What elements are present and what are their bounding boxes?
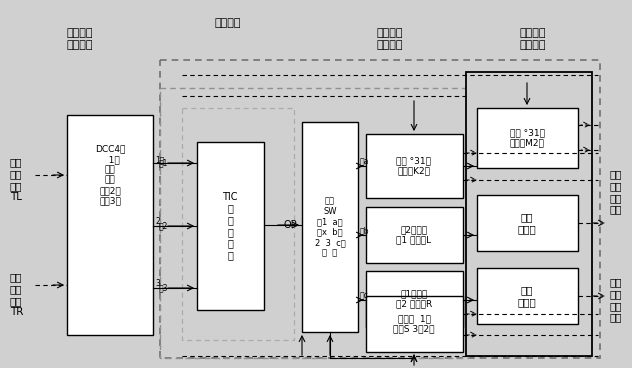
Text: 左侧
手操器: 左侧 手操器 (518, 212, 537, 234)
Bar (477, 195, 578, 251)
Bar (466, 72, 592, 356)
Text: 操作输出
处理单元: 操作输出 处理单元 (520, 28, 546, 50)
Text: 。3: 。3 (159, 283, 169, 293)
Text: 1。: 1。 (155, 156, 164, 164)
Text: 左侧
返料
风执
行器: 左侧 返料 风执 行器 (609, 170, 622, 215)
Text: TIC
温
差
调
节
器: TIC 温 差 调 节 器 (222, 192, 238, 260)
Bar (67, 115, 153, 335)
Bar (182, 108, 294, 340)
Bar (366, 134, 463, 198)
Text: 输出信号
处理单元: 输出信号 处理单元 (377, 28, 403, 50)
Text: 。a: 。a (360, 158, 369, 166)
Text: 信号选  1。
择器S 3。2。: 信号选 1。 择器S 3。2。 (393, 314, 435, 334)
Text: 左侧
下料
温度
TL: 左侧 下料 温度 TL (10, 158, 23, 202)
Bar (477, 108, 578, 168)
Text: 。2信号高
。1 选择器L: 。2信号高 。1 选择器L (396, 225, 432, 245)
Text: 开关
SW
。1  a。
。x  b。
2  3  c。
。  。: 开关 SW 。1 a。 。x b。 2 3 c。 。 。 (315, 197, 345, 258)
Bar (477, 268, 578, 324)
Bar (160, 60, 600, 358)
Bar (197, 142, 264, 310)
Text: 2: 2 (155, 217, 160, 226)
Text: DCC4。
   1。
温差
运算
及比2。
较器3。: DCC4。 1。 温差 运算 及比2。 较器3。 (95, 145, 125, 205)
Bar (366, 296, 463, 352)
Text: 右侧
下料
温度
TR: 右侧 下料 温度 TR (10, 273, 23, 317)
Bar (366, 271, 463, 327)
Text: 。b: 。b (360, 226, 370, 236)
Text: 调节单元: 调节单元 (215, 18, 241, 28)
Text: 。1: 。1 (159, 159, 168, 167)
Text: 输入信号
处理单元: 输入信号 处理单元 (67, 28, 94, 50)
Text: 3: 3 (155, 280, 160, 289)
Text: 。c: 。c (360, 291, 368, 301)
Text: 右侧
手操器: 右侧 手操器 (518, 285, 537, 307)
Text: 。2: 。2 (159, 222, 168, 230)
Text: OP: OP (283, 220, 297, 230)
Text: 。1信号高
。2 选择器R: 。1信号高 。2 选择器R (396, 289, 432, 309)
Bar (160, 88, 468, 358)
Text: 信号 °31。
选择器M2。: 信号 °31。 选择器M2。 (509, 128, 545, 148)
Text: 右侧
返料
风执
行器: 右侧 返料 风执 行器 (609, 277, 622, 322)
Bar (366, 207, 463, 263)
Bar (302, 122, 358, 332)
Text: 信号 °31。
选择器K2。: 信号 °31。 选择器K2。 (396, 156, 432, 176)
